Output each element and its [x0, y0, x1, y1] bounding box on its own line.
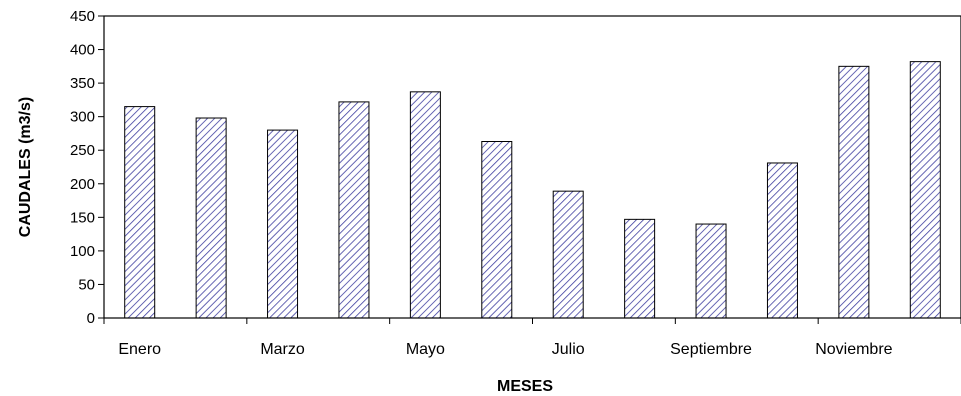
bar-junio — [481, 140, 513, 319]
y-tick-label: 100 — [70, 243, 95, 260]
y-tick-label: 150 — [70, 209, 95, 226]
bar-julio — [552, 190, 584, 319]
y-tick-label: 300 — [70, 109, 95, 126]
bar-noviembre — [838, 65, 870, 319]
x-category-label: Julio — [552, 341, 585, 358]
bar-septiembre — [695, 223, 727, 319]
category-labels: Enero Marzo Mayo Julio Septiembre Noviembre — [118, 341, 892, 358]
bar-diciembre — [909, 61, 941, 319]
bar-marzo — [267, 129, 299, 319]
plot-area-frame — [103, 15, 961, 319]
x-axis-title: MESES — [497, 378, 553, 395]
y-tick-label: 0 — [87, 310, 95, 327]
x-category-label: Enero — [118, 341, 161, 358]
bar-octubre — [766, 162, 798, 319]
y-tick-label: 250 — [70, 142, 95, 159]
bars — [124, 61, 941, 319]
y-tick-label: 400 — [70, 42, 95, 59]
y-tick-label: 50 — [78, 276, 95, 293]
y-tick-label: 200 — [70, 176, 95, 193]
x-category-label: Mayo — [406, 341, 445, 358]
x-category-label: Noviembre — [815, 341, 892, 358]
bar-agosto — [624, 218, 656, 319]
bar-febrero — [195, 117, 227, 319]
bar-mayo — [409, 91, 441, 319]
y-tick-label: 450 — [70, 8, 95, 25]
y-axis-title: CAUDALES (m3/s) — [17, 97, 34, 237]
bar-abril — [338, 101, 370, 319]
x-category-label: Marzo — [260, 341, 305, 358]
x-axis-ticks — [103, 318, 961, 324]
bar-enero — [124, 106, 156, 319]
y-tick-label: 350 — [70, 75, 95, 92]
x-category-label: Septiembre — [670, 341, 752, 358]
y-axis-ticks: 0 50 100 150 200 250 300 350 400 450 — [70, 8, 104, 327]
